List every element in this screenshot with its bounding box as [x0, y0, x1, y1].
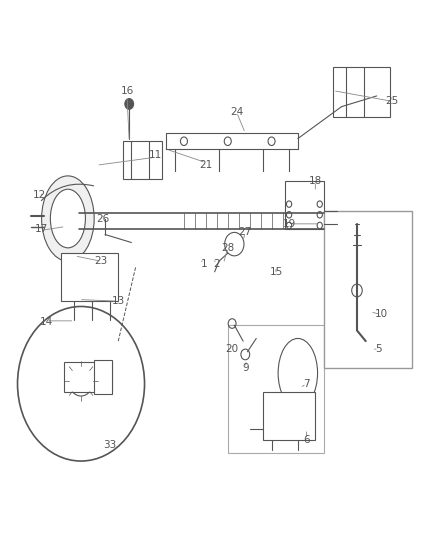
Bar	[228, 325, 324, 453]
Text: 5: 5	[375, 344, 382, 354]
Bar	[324, 211, 412, 368]
Text: 21: 21	[199, 160, 212, 170]
Ellipse shape	[278, 338, 318, 408]
Circle shape	[18, 306, 145, 461]
Text: 2: 2	[213, 259, 220, 269]
Text: 27: 27	[239, 227, 252, 237]
Text: 10: 10	[374, 310, 388, 319]
FancyArrowPatch shape	[41, 184, 94, 200]
Text: 13: 13	[112, 296, 125, 306]
Bar	[61, 253, 118, 301]
Text: 15: 15	[269, 267, 283, 277]
Text: 26: 26	[96, 214, 110, 223]
Text: 7: 7	[303, 379, 310, 389]
Bar	[123, 141, 162, 179]
Bar	[64, 362, 112, 392]
Bar	[94, 360, 112, 394]
Text: 9: 9	[242, 363, 249, 373]
Text: 19: 19	[283, 219, 296, 229]
Text: 16: 16	[120, 86, 134, 95]
Text: 20: 20	[226, 344, 239, 354]
Text: 6: 6	[303, 435, 310, 445]
Text: 12: 12	[33, 190, 46, 199]
Text: 1: 1	[200, 259, 207, 269]
Text: 17: 17	[35, 224, 48, 234]
Ellipse shape	[50, 189, 85, 248]
Text: 23: 23	[94, 256, 107, 266]
Bar	[263, 392, 315, 440]
Ellipse shape	[42, 176, 94, 261]
Text: 28: 28	[221, 243, 234, 253]
Text: 18: 18	[309, 176, 322, 186]
Text: 24: 24	[230, 107, 243, 117]
Text: 25: 25	[385, 96, 399, 106]
Bar	[333, 67, 390, 117]
Text: 11: 11	[149, 150, 162, 159]
Circle shape	[125, 99, 134, 109]
Text: 33: 33	[103, 440, 116, 450]
Bar	[285, 181, 324, 229]
Text: 14: 14	[39, 318, 53, 327]
